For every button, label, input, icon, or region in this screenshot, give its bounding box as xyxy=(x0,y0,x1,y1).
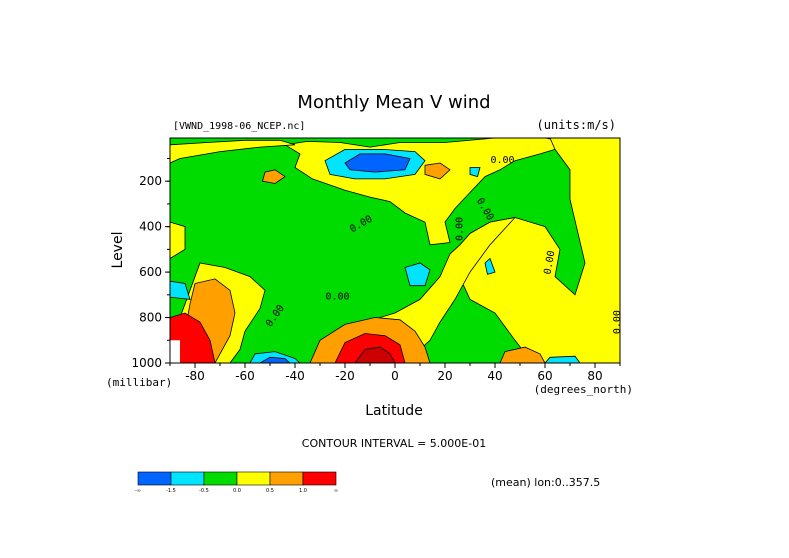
colorbar: -∞ -1.5 -0.5 0.0 0.5 1.0 ∞ xyxy=(135,471,338,494)
red-lower-left xyxy=(170,312,216,363)
cyan-upper-right-sliver xyxy=(469,167,481,178)
x-tick-label: 60 xyxy=(537,369,552,383)
blue-upper-center-core xyxy=(344,153,411,173)
missing-data-patch xyxy=(170,340,180,363)
contour-label: 0.00 xyxy=(543,250,558,276)
y-tick-label: 800 xyxy=(139,311,162,325)
orange-lower-right xyxy=(499,346,546,363)
dark-red-center-core xyxy=(354,346,396,363)
colorbar-swatch xyxy=(302,471,337,486)
contour-label: 0.00 xyxy=(612,310,623,334)
cyan-left-edge xyxy=(170,280,191,300)
colorbar-label: 1.0 xyxy=(299,488,307,494)
mean-note: (mean) lon:0..357.5 xyxy=(491,476,600,489)
colorbar-swatch xyxy=(137,471,172,486)
dataset-label: [VWND_1998-06_NCEP.nc] xyxy=(173,121,305,132)
cyan-lower-right xyxy=(544,355,581,363)
units-label: (units:m/s) xyxy=(537,118,616,132)
contour-label: 0.00 xyxy=(325,291,349,302)
cyan-mid-blob xyxy=(404,262,431,287)
colorbar-label: ∞ xyxy=(334,488,338,494)
y-axis-units: (millibar) xyxy=(106,376,172,389)
cyan-mid-right-sliver xyxy=(484,257,496,275)
blue-lower-left xyxy=(259,356,291,363)
colorbar-label: -0.5 xyxy=(199,488,209,494)
y-axis-label: Level xyxy=(110,232,126,269)
colorbar-swatch xyxy=(203,471,238,486)
colorbar-swatch xyxy=(269,471,304,486)
contour-interval: CONTOUR INTERVAL = 5.000E-01 xyxy=(302,437,486,450)
x-tick-label: 20 xyxy=(437,369,452,383)
x-tick-label: -80 xyxy=(185,369,205,383)
colorbar-label: 0.5 xyxy=(266,488,274,494)
plot-area: -80 -60 -40 -20 0 20 40 60 80 200 400 600 800 1000 0… xyxy=(131,137,623,383)
x-tick-label: -60 xyxy=(235,369,255,383)
contour-label: 0.00 xyxy=(490,155,514,166)
yellow-upper-left-belt xyxy=(170,139,296,164)
y-tick-label: 1000 xyxy=(131,356,162,370)
colorbar-label: 0.0 xyxy=(233,488,241,494)
y-tick-label: 400 xyxy=(139,220,162,234)
chart-title: Monthly Mean V wind xyxy=(297,92,490,113)
x-axis-units: (degrees_north) xyxy=(534,383,633,396)
y-tick-label: 200 xyxy=(139,174,162,188)
contour-label: 0.00 xyxy=(455,217,466,241)
colorbar-swatch xyxy=(236,471,271,486)
x-tick-label: 40 xyxy=(487,369,502,383)
orange-upper-left xyxy=(261,169,286,184)
x-tick-label: 80 xyxy=(587,369,602,383)
x-tick-label: -40 xyxy=(285,369,305,383)
orange-upper-mid xyxy=(424,162,451,180)
colorbar-label: -∞ xyxy=(135,488,141,494)
x-tick-label: 0 xyxy=(391,369,399,383)
x-tick-label: -20 xyxy=(335,369,355,383)
y-tick-label: 600 xyxy=(139,265,162,279)
yellow-left-column xyxy=(170,221,186,259)
colorbar-label: -1.5 xyxy=(166,488,176,494)
x-axis-label: Latitude xyxy=(365,403,423,419)
colorbar-swatch xyxy=(170,471,205,486)
